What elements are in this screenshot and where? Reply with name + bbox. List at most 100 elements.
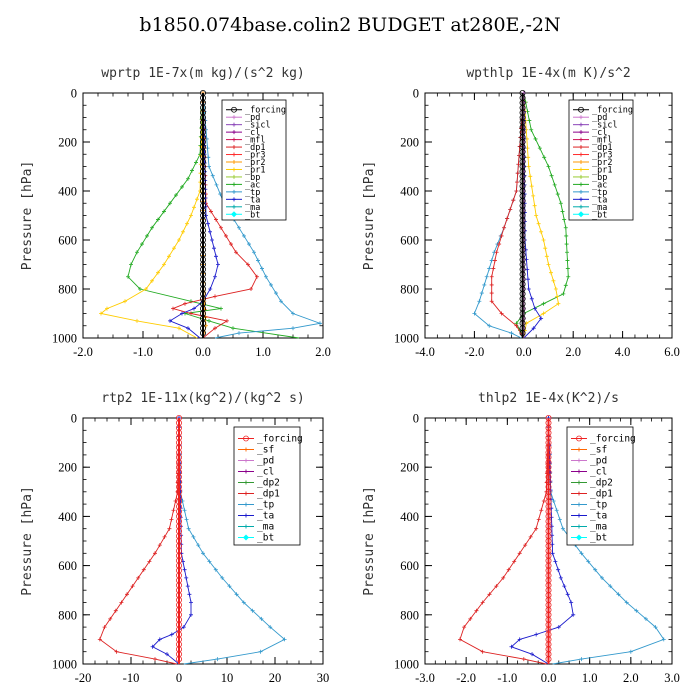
marker-dp1 (102, 625, 107, 630)
marker-dp1 (224, 233, 228, 238)
legend-marker-pd (244, 458, 248, 463)
marker-tp (191, 534, 196, 539)
legend-box (568, 99, 634, 221)
legend-label-tp: _tp (590, 500, 607, 511)
y-tick-label: 400 (400, 510, 419, 524)
marker-pr1 (553, 287, 558, 291)
y-tick-label: 600 (58, 559, 77, 573)
marker-ta (517, 637, 522, 642)
marker-tp (258, 649, 263, 654)
marker-dp1 (255, 274, 259, 279)
legend-marker-sf (577, 447, 581, 452)
marker-ac (527, 118, 532, 123)
marker-ta (213, 274, 217, 279)
legend-marker-forcing (243, 435, 249, 442)
marker-tp (237, 331, 241, 336)
marker-pr1 (531, 193, 536, 198)
marker-dp1 (136, 575, 141, 580)
x-tick-label: 1.0 (582, 671, 598, 685)
marker-tp (557, 517, 562, 522)
marker-dp1 (171, 306, 175, 311)
legend-marker-pd (577, 458, 581, 463)
y-tick-label: 1000 (394, 332, 419, 346)
marker-tp (210, 173, 215, 178)
legend-label-sf: _sf (257, 445, 274, 456)
marker-pr1 (528, 174, 533, 179)
marker-tp (237, 225, 241, 230)
marker-tp (227, 584, 232, 589)
series-line-ta (169, 92, 219, 339)
marker-ta (189, 612, 193, 617)
legend-label-cl: _cl (257, 467, 274, 478)
marker-pr1 (135, 318, 139, 323)
marker-ta (550, 551, 555, 556)
marker-ac (180, 184, 184, 189)
marker-ac (533, 136, 538, 141)
marker-ta (184, 575, 189, 580)
marker-ac (558, 201, 563, 206)
marker-tp (624, 600, 629, 605)
legend-marker-pr1 (232, 167, 236, 172)
legend-label-sicl: _sicl (245, 121, 271, 131)
marker-pr1 (156, 270, 160, 275)
marker-pr1 (548, 270, 553, 275)
legend-marker-bp (232, 174, 236, 179)
legend-label-bp: _bp (245, 173, 260, 183)
marker-dp1 (506, 567, 511, 572)
marker-pr1 (195, 197, 199, 202)
marker-tp (260, 266, 264, 271)
marker-tp (279, 299, 283, 304)
legend-label-ac: _ac (592, 180, 607, 190)
legend-marker-dp2 (244, 480, 248, 485)
legend-marker-sicl (232, 122, 236, 127)
marker-tp (207, 559, 212, 564)
marker-dp1 (480, 600, 485, 605)
legend-label-bt: _bt (590, 533, 607, 544)
marker-dp1 (514, 189, 519, 193)
x-tick-label: 1.0 (255, 345, 271, 359)
marker-ac (135, 250, 139, 255)
marker-dp1 (167, 526, 172, 531)
legend-label-bt: _bt (257, 533, 274, 544)
legend: _forcing_pd_sicl_cl_mfl_dp1_pr3_pr2_pr1_… (568, 99, 634, 221)
marker-dp1 (141, 567, 146, 572)
legend-label-ma: _ma (590, 522, 607, 533)
marker-dp1 (489, 282, 494, 287)
legend-marker-ta (232, 197, 236, 202)
marker-ta (185, 584, 190, 589)
marker-ta (210, 238, 214, 242)
marker-pr1 (541, 238, 546, 242)
marker-tp (616, 592, 621, 597)
legend-marker-ac (579, 182, 583, 187)
marker-dp1 (162, 534, 167, 539)
legend-label-cl: _cl (590, 467, 607, 478)
marker-ac (129, 262, 133, 267)
marker-ta (182, 567, 187, 572)
marker-tp (218, 192, 223, 197)
legend-label-pd: _pd (592, 113, 607, 123)
marker-ac (162, 209, 166, 214)
marker-ta (168, 318, 172, 323)
marker-dp1 (462, 625, 467, 630)
legend-marker-forcing (578, 106, 584, 113)
series-line-dp1 (171, 92, 258, 339)
marker-dp1 (130, 584, 135, 589)
marker-tp (207, 164, 211, 169)
marker-tp (586, 559, 591, 564)
marker-tp (479, 291, 484, 296)
legend-label-pr2: _pr2 (245, 158, 265, 168)
marker-dp1 (213, 294, 217, 299)
marker-tp (274, 291, 278, 296)
x-tick-label: 0.0 (516, 345, 532, 359)
marker-tp (653, 625, 658, 630)
legend-marker-pd (579, 115, 583, 120)
legend-label-ma: _ma (257, 522, 274, 533)
legend-marker-tp (232, 189, 236, 194)
legend-marker-bt (231, 211, 237, 218)
marker-tp (318, 321, 322, 326)
marker-ac (542, 155, 547, 160)
x-tick-label: 4.0 (615, 345, 631, 359)
marker-dp1 (492, 258, 497, 263)
marker-tp (661, 637, 666, 642)
y-axis-label: Pressure [hPa] (362, 486, 377, 596)
